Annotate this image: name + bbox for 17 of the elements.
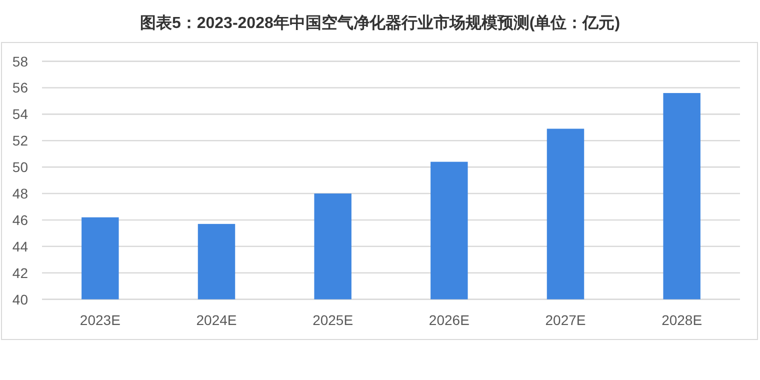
y-tick-label: 52 xyxy=(12,132,28,149)
x-tick-label: 2023E xyxy=(80,312,120,328)
x-tick-label: 2027E xyxy=(545,312,586,328)
y-tick-label: 40 xyxy=(12,291,28,308)
x-tick-label: 2028E xyxy=(662,312,702,328)
y-tick-label: 46 xyxy=(12,212,28,228)
y-tick-label: 56 xyxy=(12,80,28,96)
y-tick-label: 42 xyxy=(12,264,28,281)
x-tick-label: 2025E xyxy=(312,312,354,328)
title: 图表5：2023-2028年中国空气净化器行业市场规模预测(单位：亿元) xyxy=(140,15,620,32)
x-tick-label: 2024E xyxy=(196,312,237,328)
y-tick-label: 54 xyxy=(12,106,28,122)
y-tick-label: 44 xyxy=(12,238,28,254)
y-tick-label: 48 xyxy=(12,186,28,202)
y-tick-label: 58 xyxy=(12,53,28,70)
y-tick-label: 50 xyxy=(12,159,28,176)
x-tick-label: 2026E xyxy=(428,312,470,328)
